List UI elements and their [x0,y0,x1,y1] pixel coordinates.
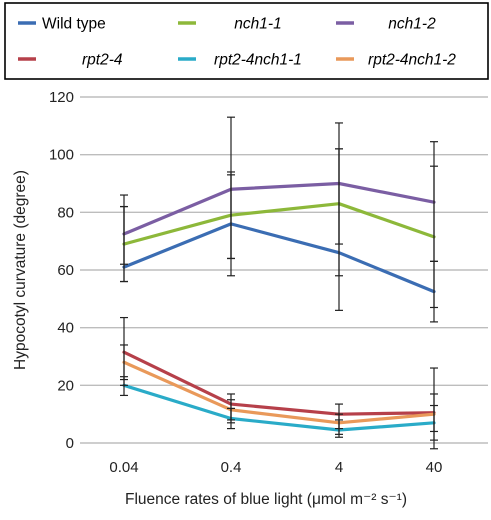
legend: Wild type nch1-1 nch1-2 rpt2-4 rpt2-4nch1-1 r… [4,2,489,80]
error-bar [335,148,343,245]
series-line [122,202,436,246]
y-tick-label: 80 [57,204,74,221]
y-tick-label: 100 [49,147,74,164]
error-bar [120,344,128,381]
y-tick-label: 120 [49,89,74,106]
x-tick-label: 0.4 [221,459,242,476]
series-lines [122,181,436,432]
error-bars [120,116,438,450]
x-tick-label: 40 [426,459,443,476]
legend-item: rpt2-4nch1-2 [336,52,456,69]
error-bar [430,141,438,262]
y-tick-label: 40 [57,320,74,337]
x-tick-label: 4 [335,459,343,476]
legend-label: nch1-1 [234,16,281,33]
y-tick-label: 20 [57,377,74,394]
legend-label: rpt2-4nch1-2 [368,52,456,69]
error-bar [430,393,438,441]
error-bar [227,399,235,424]
legend-item: nch1-1 [178,16,282,33]
legend-items: Wild type nch1-1 nch1-2 rpt2-4 rpt2-4nch1-1 r… [18,16,456,69]
series-line [122,222,436,294]
x-tick-labels: 0.04 0.4 4 40 [109,459,442,476]
error-bar [120,205,128,265]
legend-label: rpt2-4nch1-1 [214,52,302,69]
y-tick-label: 60 [57,262,74,279]
error-bar [227,116,235,260]
x-tick-label: 0.04 [109,459,138,476]
legend-label: Wild type [42,16,106,33]
legend-item: rpt2-4 [18,52,123,69]
legend-item: rpt2-4nch1-1 [178,52,302,69]
legend-label: nch1-2 [388,16,436,33]
y-tick-labels: 0 20 40 60 80 100 120 [49,89,74,452]
gridlines [80,96,488,444]
legend-item: Wild type [18,16,106,33]
y-axis-title: Hypocotyl curvature (degree) [12,170,29,370]
y-tick-label: 0 [66,435,74,452]
legend-item: nch1-2 [336,16,436,33]
error-bar [335,413,343,435]
legend-box [4,2,489,80]
series-line [122,360,436,425]
series-line [122,383,436,432]
legend-label: rpt2-4 [82,52,123,69]
x-axis-title: Fluence rates of blue light (μmol m⁻² s⁻… [125,491,407,508]
series-line [122,181,436,236]
series-line [122,350,436,416]
